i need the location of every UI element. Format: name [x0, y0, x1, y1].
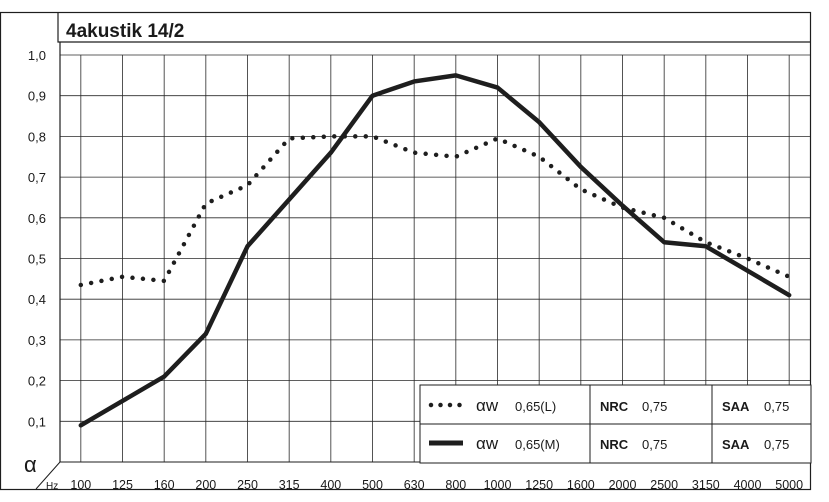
y-tick-label-7: 0,8	[28, 129, 46, 144]
legend-saa-value-2: 0,75	[764, 437, 789, 452]
legend-nrc-value-2: 0,75	[642, 437, 667, 452]
x-tick-label-11: 1250	[525, 478, 553, 492]
legend-saa-value-1: 0,75	[764, 399, 789, 414]
x-tick-label-3: 200	[195, 478, 216, 492]
legend-nrc-label-1: NRC	[600, 399, 629, 414]
x-tick-label-2: 160	[154, 478, 175, 492]
x-tick-label-5: 315	[279, 478, 300, 492]
chart-frame	[0, 11, 812, 491]
y-tick-label-2: 0,3	[28, 333, 46, 348]
legend-saa-label-2: SAA	[722, 437, 750, 452]
x-tick-label-4: 250	[237, 478, 258, 492]
x-tick-label-10: 1000	[484, 478, 512, 492]
legend-alpha-symbol-1: αw	[476, 396, 499, 415]
y-axis-ticks: 0,1 0,2 0,3 0,4 0,5 0,6 0,7 0,8 0,9 1,0	[28, 48, 46, 429]
series-group	[78, 73, 792, 428]
y-tick-label-8: 0,9	[28, 89, 46, 104]
x-tick-label-0: 100	[70, 478, 91, 492]
title-tab	[57, 12, 810, 43]
axis-corner-divider	[35, 461, 61, 490]
legend-saa-label-1: SAA	[722, 399, 750, 414]
x-tick-label-15: 3150	[692, 478, 720, 492]
y-tick-label-6: 0,7	[28, 170, 46, 185]
y-tick-label-9: 1,0	[28, 48, 46, 63]
x-axis-label: Hz	[46, 481, 58, 492]
legend-rating-2: 0,65(M)	[515, 437, 560, 452]
grid	[59, 42, 810, 463]
y-tick-label-3: 0,4	[28, 292, 46, 307]
x-tick-label-1: 125	[112, 478, 133, 492]
legend: αw 0,65(L) NRC 0,75 SAA 0,75 αw 0,65(M) …	[419, 384, 812, 464]
x-tick-label-17: 5000	[775, 478, 803, 492]
y-tick-label-4: 0,5	[28, 252, 46, 267]
x-axis-ticks: 100 125 160 200 250 315 400 500 630 800 1000 1250 16…	[70, 478, 803, 492]
legend-nrc-value-1: 0,75	[642, 399, 667, 414]
y-tick-label-5: 0,6	[28, 211, 46, 226]
x-tick-label-8: 630	[404, 478, 425, 492]
y-axis-label: α	[24, 452, 37, 477]
legend-nrc-label-2: NRC	[600, 437, 629, 452]
x-tick-label-16: 4000	[734, 478, 762, 492]
legend-alpha-symbol-2: αw	[476, 434, 499, 453]
chart-title: 4akustik 14/2	[66, 21, 184, 42]
series-solid-line	[78, 73, 792, 428]
x-tick-label-7: 500	[362, 478, 383, 492]
y-tick-label-0: 0,1	[28, 414, 46, 429]
y-tick-label-1: 0,2	[28, 374, 46, 389]
x-tick-label-12: 1600	[567, 478, 595, 492]
x-tick-label-13: 2000	[609, 478, 637, 492]
series-dotted-line	[78, 134, 792, 288]
x-tick-label-14: 2500	[650, 478, 678, 492]
legend-rating-1: 0,65(L)	[515, 399, 556, 414]
x-tick-label-6: 400	[320, 478, 341, 492]
x-tick-label-9: 800	[445, 478, 466, 492]
